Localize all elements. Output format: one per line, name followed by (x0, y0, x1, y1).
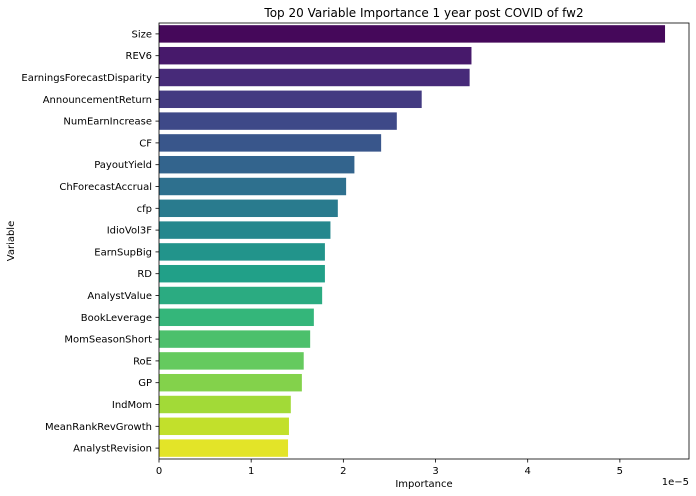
bar-meanrankrevgrowth (159, 417, 289, 436)
x-ticks-group: 0 1 2 3 4 5 (156, 459, 623, 477)
bar-analystvalue (159, 286, 323, 305)
y-tick-label: BookLeverage (81, 313, 152, 324)
y-tick-label: EarningsForecastDisparity (21, 73, 152, 84)
bar-roe (159, 352, 304, 370)
bar-numearnincrease (159, 112, 397, 130)
y-tick-label: RD (137, 269, 152, 280)
y-axis-title: Variable (6, 221, 17, 262)
y-tick-label: AnalystRevision (73, 444, 152, 455)
bar-idiovol3f (159, 221, 331, 239)
y-tick-label: AnalystValue (87, 291, 152, 302)
bar-cf (159, 134, 382, 152)
y-tick-label: RoE (133, 356, 152, 367)
x-axis-title: Importance (395, 479, 452, 490)
x-tick-label: 0 (156, 466, 162, 477)
y-tick-label: MomSeasonShort (64, 335, 152, 346)
x-tick-label: 4 (525, 466, 531, 477)
bar-bookleverage (159, 308, 314, 327)
bar-earningsforecastdisparity (159, 68, 470, 87)
y-tick-label: REV6 (126, 51, 152, 62)
y-tick-label: IdioVol3F (107, 226, 153, 237)
bar-rd (159, 264, 325, 283)
y-tick-label: IndMom (112, 400, 152, 411)
bar-payoutyield (159, 155, 355, 174)
bar-earnsupbig (159, 243, 325, 261)
bar-cfp (159, 199, 338, 218)
bar-announcementreturn (159, 90, 422, 109)
y-tick-label: AnnouncementReturn (43, 95, 152, 106)
y-tick-label: PayoutYield (94, 160, 152, 171)
y-tick-label: Size (131, 29, 152, 40)
x-tick-label: 1 (248, 466, 254, 477)
bar-rev6 (159, 46, 472, 65)
bar-analystrevision (159, 439, 289, 457)
x-axis-offset-label: 1e−5 (662, 477, 689, 488)
chart-title: Top 20 Variable Importance 1 year post C… (263, 6, 583, 20)
bars-group (159, 25, 666, 457)
x-tick-label: 2 (340, 466, 346, 477)
bar-momseasonshort (159, 330, 311, 348)
y-ticks-group: Size REV6 EarningsForecastDisparity Announc… (21, 29, 159, 455)
y-tick-label: GP (138, 378, 152, 389)
bar-size (159, 25, 666, 43)
plot-frame (158, 22, 690, 460)
y-tick-label: ChForecastAccrual (59, 182, 152, 193)
y-tick-label: EarnSupBig (94, 247, 152, 258)
x-tick-label: 5 (617, 466, 623, 477)
y-tick-label: NumEarnIncrease (63, 117, 152, 128)
bar-gp (159, 373, 302, 392)
x-tick-label: 3 (432, 466, 438, 477)
y-tick-label: CF (139, 138, 152, 149)
bar-indmom (159, 395, 291, 414)
bar-chforecastaccrual (159, 177, 347, 196)
y-tick-label: MeanRankRevGrowth (45, 422, 152, 433)
y-tick-label: cfp (137, 204, 152, 215)
